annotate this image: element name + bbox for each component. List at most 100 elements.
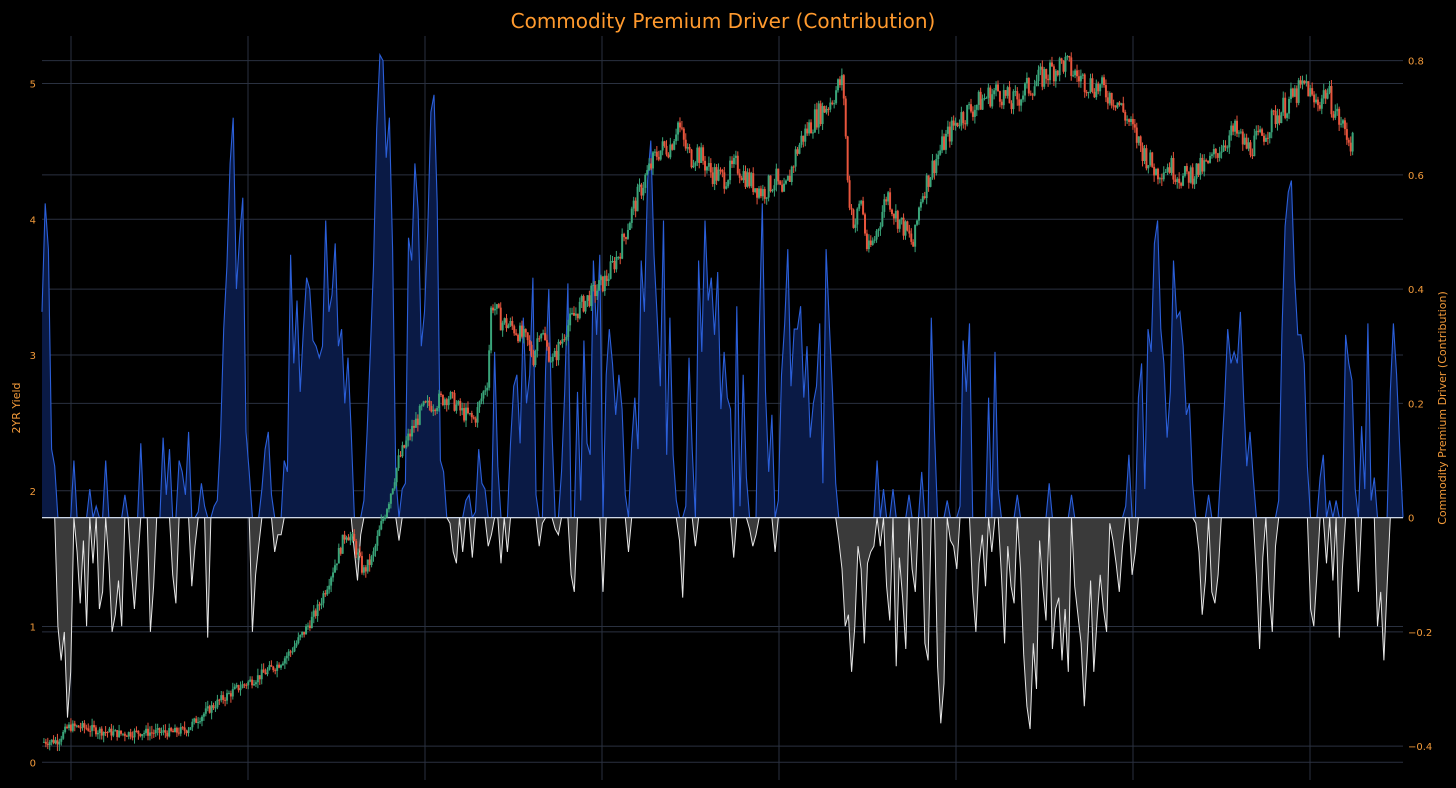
yield-candles — [42, 52, 1354, 752]
candle — [563, 334, 566, 343]
candle — [688, 143, 691, 154]
candle — [1158, 176, 1161, 184]
candle — [218, 698, 221, 705]
candle — [48, 740, 51, 751]
candle — [711, 167, 714, 187]
left-tick-label: 1 — [30, 623, 36, 634]
candle — [306, 622, 309, 630]
candle — [1253, 128, 1256, 157]
candle — [254, 680, 257, 688]
candle — [83, 720, 86, 734]
candle — [642, 181, 645, 201]
candle — [646, 165, 649, 176]
candle — [744, 165, 747, 189]
candle — [434, 408, 437, 416]
candle — [902, 213, 905, 240]
candle — [60, 735, 63, 746]
candle — [1029, 90, 1032, 96]
candle — [227, 690, 230, 695]
candle — [885, 196, 888, 206]
candle — [973, 104, 976, 124]
candle — [345, 535, 348, 543]
candle — [856, 207, 859, 232]
candle — [1220, 144, 1223, 159]
candle — [788, 169, 791, 182]
candle — [67, 722, 70, 731]
candle — [750, 171, 753, 189]
candle — [584, 300, 587, 314]
candle — [1085, 89, 1088, 97]
candle — [81, 720, 84, 731]
candle — [682, 127, 685, 147]
candle — [289, 649, 292, 658]
candle — [725, 181, 728, 190]
candle — [1122, 96, 1125, 113]
driver-positive-area — [42, 54, 1403, 518]
candle — [486, 382, 489, 397]
candle — [125, 734, 128, 737]
candle — [555, 344, 558, 367]
candle — [775, 163, 778, 192]
candle — [360, 551, 363, 575]
candle — [964, 120, 967, 130]
candle — [530, 341, 533, 358]
candle — [235, 682, 238, 689]
candle — [1164, 168, 1167, 173]
candle — [923, 191, 926, 200]
candle — [118, 724, 121, 738]
candle — [154, 723, 157, 737]
candle — [112, 725, 115, 738]
candle — [598, 279, 601, 291]
candle — [705, 166, 708, 174]
candle — [790, 165, 793, 186]
candle — [917, 206, 920, 225]
candle — [424, 400, 427, 404]
candle — [773, 178, 776, 197]
candle — [850, 204, 853, 216]
candle — [919, 198, 922, 211]
candle — [669, 137, 672, 160]
candle — [937, 150, 940, 166]
candle — [1025, 72, 1028, 89]
candle — [865, 229, 868, 252]
candle — [98, 726, 101, 740]
candle — [1118, 100, 1121, 107]
candle — [906, 220, 909, 232]
candle — [492, 304, 495, 314]
candle — [871, 237, 874, 246]
candle — [108, 726, 111, 733]
candle — [1099, 83, 1102, 96]
candle — [759, 185, 762, 199]
candle — [619, 252, 622, 265]
candle — [253, 679, 256, 686]
candle — [1324, 88, 1327, 104]
candle — [495, 303, 498, 315]
candle — [792, 165, 795, 173]
candle — [305, 624, 308, 635]
candle — [1270, 108, 1273, 139]
left-tick-label: 5 — [30, 80, 36, 91]
candle — [166, 730, 169, 740]
candle — [1083, 73, 1086, 98]
candle — [1120, 102, 1123, 106]
candle — [505, 313, 508, 332]
candle — [1178, 172, 1181, 189]
right-tick-label: 0.6 — [1408, 171, 1424, 182]
candle — [883, 193, 886, 218]
candle — [391, 488, 394, 495]
candle — [877, 228, 880, 237]
candle — [721, 168, 724, 178]
candle — [129, 728, 132, 740]
candle — [191, 718, 194, 732]
candle — [1193, 176, 1196, 189]
candle — [946, 120, 949, 137]
candle — [804, 124, 807, 147]
candle — [862, 196, 865, 216]
right-tick-label: 0.8 — [1408, 57, 1424, 68]
candle — [1257, 125, 1260, 136]
candle — [513, 324, 516, 336]
candle — [353, 529, 356, 542]
candle — [1326, 88, 1329, 100]
candle — [143, 730, 146, 738]
candle — [784, 179, 787, 185]
